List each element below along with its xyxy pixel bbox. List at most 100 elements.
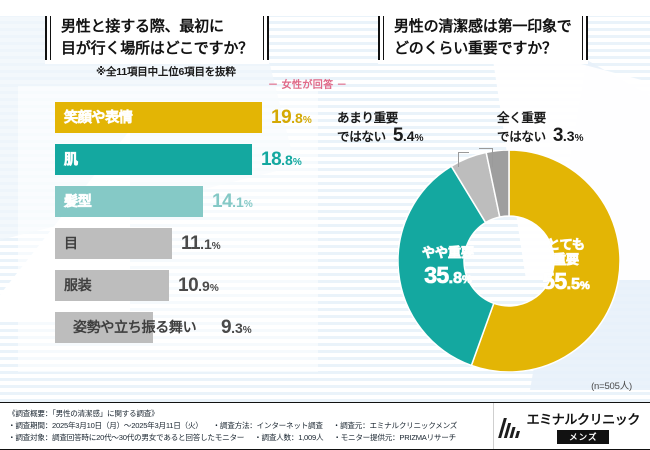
donut-chart-svg — [398, 150, 620, 372]
footer-method: ・調査方法：インターネット調査 — [212, 420, 323, 430]
percent-symbol: % — [242, 324, 252, 336]
logo-mark-icon — [497, 413, 522, 439]
bar-rect — [55, 311, 153, 343]
donut-callout-not-very-important: あまり重要 ではない 5.4% — [337, 110, 423, 146]
bar-value-dec: .3 — [231, 319, 243, 336]
respondent-tag: － 女性が回答 － — [268, 80, 348, 91]
donut-slice — [470, 150, 620, 372]
footer: 《調査概要：「男性の清潔感」に関する調査》 ・調査期間：2025年3月10日（月… — [0, 402, 650, 450]
percent-symbol: % — [579, 280, 591, 293]
left-title-line-1: 男性と接する際、最初に — [61, 18, 224, 35]
bar-rect: 肌 — [55, 143, 252, 175]
bar-row: 髪型 14.1% — [55, 184, 305, 218]
footer-target: ・調査対象：調査回答時に20代～30代の男女であると回答したモニター — [8, 433, 245, 443]
footer-monitor-provider: ・モニター提供元：PRIZMAリサーチ — [333, 433, 456, 443]
donut-leader-line-not-at-all — [479, 148, 493, 167]
title-rule-bar — [45, 16, 47, 60]
callout-not-very-value: 5.4% — [393, 126, 424, 145]
bar-value-label: 10.9% — [178, 276, 219, 295]
title-rule-right — [262, 16, 269, 60]
donut-label-somewhat-important: やや重要 35.8% — [400, 245, 496, 289]
logo-text-group: エミナルクリニック メンズ — [527, 409, 640, 444]
bar-row: 姿勢や立ち振る舞い 9.3% — [55, 310, 305, 344]
donut-value-very-important: 55.5% — [518, 268, 614, 295]
title-rule-left — [378, 16, 384, 60]
title-rule-bar — [266, 16, 269, 60]
bar-value-label: 11.1% — [181, 234, 221, 253]
bar-value-int: 19 — [271, 106, 292, 128]
bar-value-int: 14 — [212, 190, 233, 212]
donut-value-int: 55 — [542, 268, 568, 295]
bar-value-int: 18 — [261, 148, 282, 170]
right-title-line-1: 男性の清潔感は第一印象で — [394, 18, 572, 35]
bar-row: 目 11.1% — [55, 226, 305, 260]
percent-symbol: % — [574, 133, 584, 145]
sample-size-note: (n=505人) — [591, 381, 632, 392]
bar-row: 服装 10.9% — [55, 268, 305, 302]
bar-value-label: 14.1% — [212, 192, 253, 211]
left-title-block: 男性と接する際、最初に 目が行く場所はどこですか？ — [45, 12, 269, 64]
callout-not-at-all-line2: ではない — [497, 130, 546, 145]
donut-slice — [485, 150, 510, 218]
bar-rect: 髪型 — [55, 185, 203, 217]
donut-chart: とても 重要 55.5% やや重要 35.8% — [398, 150, 620, 372]
bar-value-dec: .9 — [198, 277, 210, 294]
percent-symbol: % — [461, 273, 473, 286]
callout-not-at-all-value: 3.3% — [553, 126, 584, 145]
bar-value-int: 9 — [221, 316, 232, 338]
bar-category-label: 肌 — [64, 151, 79, 168]
title-rule-bar — [383, 16, 384, 60]
donut-value-int: 35 — [424, 261, 450, 288]
logo-brand-badge: メンズ — [557, 429, 610, 444]
title-rule-bar — [378, 16, 380, 60]
bar-value-dec: .8 — [291, 109, 303, 126]
bar-value-dec: .1 — [232, 193, 244, 210]
title-rule-right — [581, 16, 588, 60]
bar-rect: 目 — [55, 227, 172, 259]
bar-value-label: 18.8% — [261, 150, 302, 169]
bar-category-label: 髪型 — [64, 193, 92, 210]
bar-row: 肌 18.8% — [55, 142, 305, 176]
bar-value-label: 19.8% — [271, 108, 312, 127]
footer-line-2: ・調査期間：2025年3月10日（月）～2025年3月11日（火） ・調査方法：イ… — [8, 420, 493, 432]
logo-brand-name: エミナルクリニック — [526, 411, 641, 427]
bar-value-int: 11 — [181, 232, 201, 254]
callout-value-int: 5 — [392, 125, 404, 147]
callout-not-very-line1: あまり重要 — [337, 111, 399, 125]
donut-label-very-important-line2: 重要 — [552, 251, 580, 267]
percent-symbol: % — [209, 282, 219, 294]
bar-rect: 笑顔や表情 — [55, 101, 262, 133]
bar-value-int: 10 — [178, 274, 199, 296]
percent-symbol: % — [292, 156, 302, 168]
donut-label-very-important: とても 重要 55.5% — [518, 237, 614, 295]
footer-period: ・調査期間：2025年3月10日（月）～2025年3月11日（火） — [8, 420, 203, 430]
bar-category-label: 姿勢や立ち振る舞い — [73, 319, 197, 335]
callout-not-very-line2: ではない — [337, 130, 386, 145]
bar-row: 笑顔や表情 19.8% — [55, 100, 312, 134]
percent-symbol: % — [243, 198, 253, 210]
bar-value-dec: .1 — [200, 235, 212, 252]
footer-count: ・調査人数：1,009人 — [254, 433, 324, 443]
bar-value-dec: .8 — [281, 151, 293, 168]
bar-value-label: 9.3% — [221, 318, 252, 337]
donut-label-very-important-line1: とても — [547, 237, 586, 252]
title-rule-bar — [581, 16, 583, 60]
footer-source: ・調査元：エミナルクリニックメンズ — [332, 420, 458, 430]
donut-label-somewhat-important-name: やや重要 — [421, 245, 475, 260]
callout-value-dec: .4 — [402, 128, 415, 145]
bar-chart: 笑顔や表情 19.8% 肌 18.8% 髪型 14.1% 目 11.1% 服装 10.9% 姿勢や立… — [55, 100, 312, 352]
title-rule-bar — [50, 16, 51, 60]
donut-slice — [398, 165, 495, 367]
callout-not-at-all-line1: 全く重要 — [497, 111, 546, 125]
callout-value-int: 3 — [552, 125, 564, 147]
footer-line-3: ・調査対象：調査回答時に20代～30代の男女であると回答したモニター ・調査人数：… — [8, 432, 493, 444]
percent-symbol: % — [211, 240, 221, 252]
bar-category-label: 目 — [64, 235, 78, 251]
footer-survey-details: 《調査概要：「男性の清潔感」に関する調査》 ・調査期間：2025年3月10日（月… — [0, 408, 493, 445]
left-title-text: 男性と接する際、最初に 目が行く場所はどこですか？ — [51, 16, 263, 60]
callout-not-very-row: ではない 5.4% — [337, 126, 423, 145]
donut-value-dec: .5 — [566, 276, 580, 294]
donut-value-somewhat-important: 35.8% — [400, 261, 496, 289]
callout-not-at-all-row: ではない 3.3% — [497, 126, 583, 145]
